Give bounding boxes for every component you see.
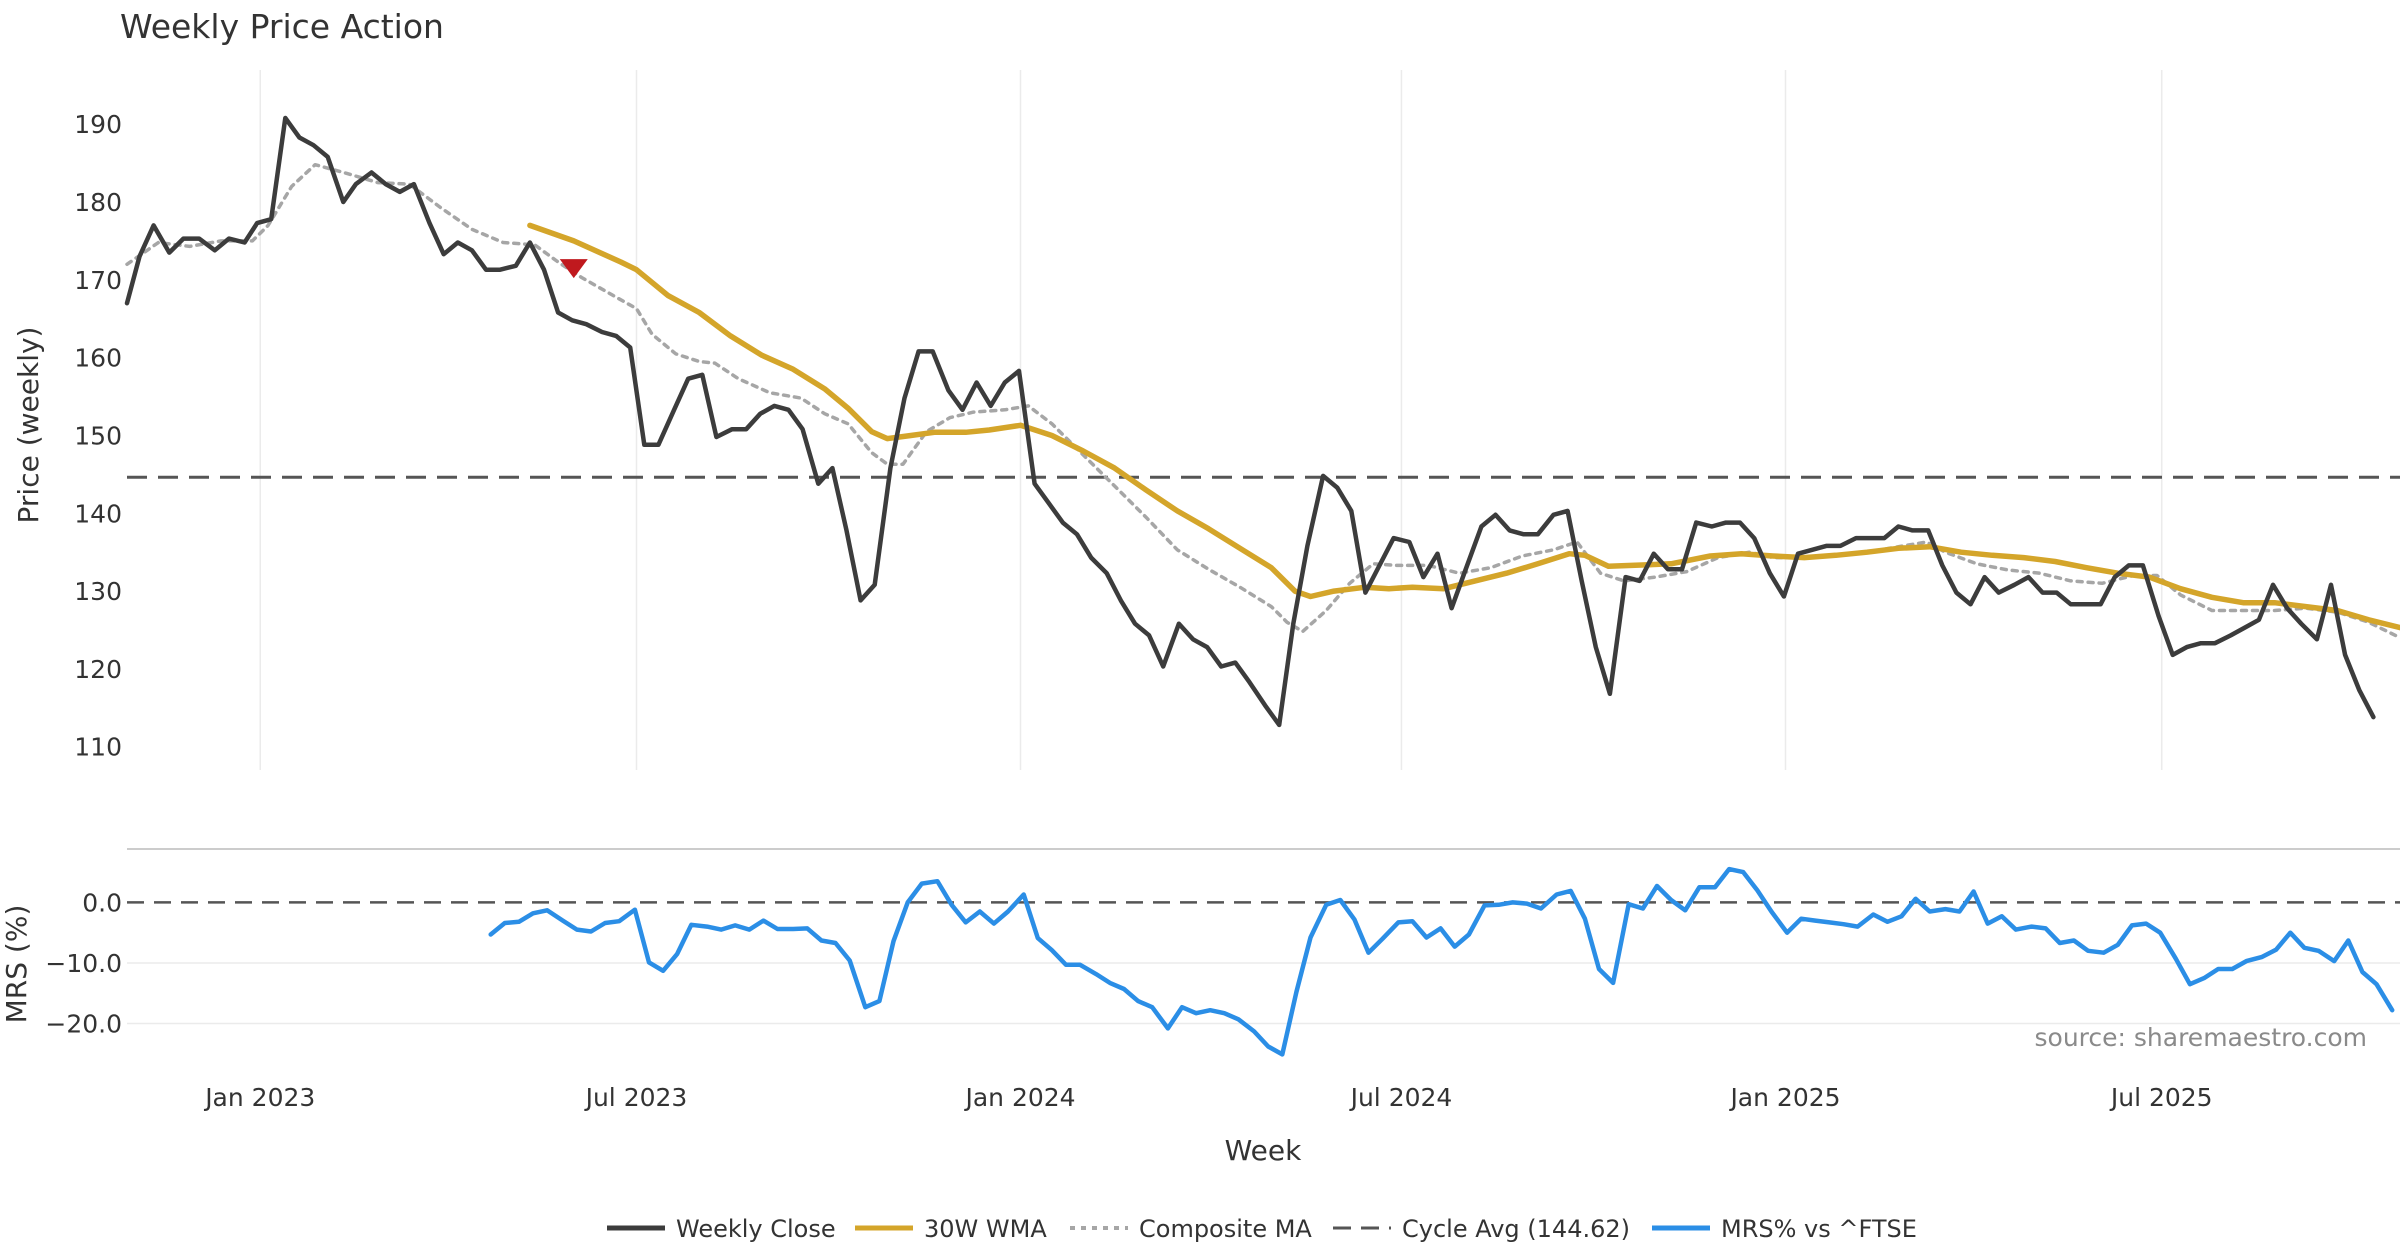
x-tick-label: Jan 2023 — [203, 1083, 315, 1112]
price-y-tick-label: 130 — [74, 577, 122, 606]
price-y-tick-label: 180 — [74, 188, 122, 217]
x-tick-label: Jan 2025 — [1728, 1083, 1840, 1112]
legend-label: 30W WMA — [924, 1215, 1047, 1243]
legend-label: Weekly Close — [676, 1215, 836, 1243]
price-axis-title: Price (weekly) — [12, 327, 45, 524]
price-y-ticks: 110 120 130 140 150 160 170 180 190 — [74, 110, 122, 761]
source-credit: source: sharemaestro.com — [2035, 1023, 2368, 1052]
legend-label: Cycle Avg (144.62) — [1402, 1215, 1630, 1243]
chart-title: Weekly Price Action — [120, 7, 444, 46]
series-line-mrs-vs-ftse — [488, 866, 2395, 1057]
price-y-tick-label: 170 — [74, 266, 122, 295]
legend: Weekly Close 30W WMA Composite MA Cycle Avg… — [607, 1215, 1917, 1243]
mrs-axis-title: MRS (%) — [0, 905, 33, 1024]
x-tick-label: Jul 2025 — [2109, 1083, 2213, 1112]
x-tick-label: Jul 2024 — [1349, 1083, 1453, 1112]
mrs-y-tick-label: −10.0 — [45, 949, 122, 978]
legend-label: Composite MA — [1139, 1215, 1312, 1243]
price-y-tick-label: 150 — [74, 421, 122, 450]
mrs-y-ticks: 0.0 −10.0 −20.0 — [45, 888, 122, 1038]
price-y-tick-label: 110 — [74, 733, 122, 762]
price-y-tick-label: 120 — [74, 655, 122, 684]
mrs-y-tick-label: 0.0 — [82, 888, 122, 917]
series-line-30w-wma — [527, 222, 2400, 631]
sell-signal-marker — [559, 259, 588, 279]
price-series-group — [124, 115, 2400, 728]
price-grid — [259, 70, 2163, 770]
series-line-weekly-close — [124, 115, 2376, 728]
mrs-grid — [127, 848, 2400, 1025]
price-y-tick-label: 140 — [74, 499, 122, 528]
price-y-tick-label: 160 — [74, 344, 122, 373]
x-tick-label: Jul 2023 — [584, 1083, 688, 1112]
x-ticks: Jan 2023 Jul 2023 Jan 2024 Jul 2024 Jan 2025… — [203, 1083, 2212, 1112]
legend-label: MRS% vs ^FTSE — [1721, 1215, 1917, 1243]
mrs-y-tick-label: −20.0 — [45, 1010, 122, 1039]
x-axis-title: Week — [1225, 1134, 1302, 1167]
reference-lines — [127, 475, 2400, 904]
mrs-series-group — [488, 866, 2395, 1057]
price-y-tick-label: 190 — [74, 110, 122, 139]
signal-markers — [559, 259, 588, 279]
x-tick-label: Jan 2024 — [963, 1083, 1075, 1112]
